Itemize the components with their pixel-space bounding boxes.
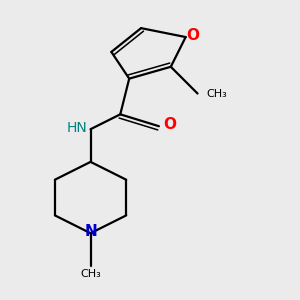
Text: O: O [163, 117, 176, 132]
Text: O: O [187, 28, 200, 43]
Text: N: N [84, 224, 97, 239]
Text: CH₃: CH₃ [80, 269, 101, 279]
Text: CH₃: CH₃ [206, 88, 227, 98]
Text: HN: HN [67, 121, 88, 135]
